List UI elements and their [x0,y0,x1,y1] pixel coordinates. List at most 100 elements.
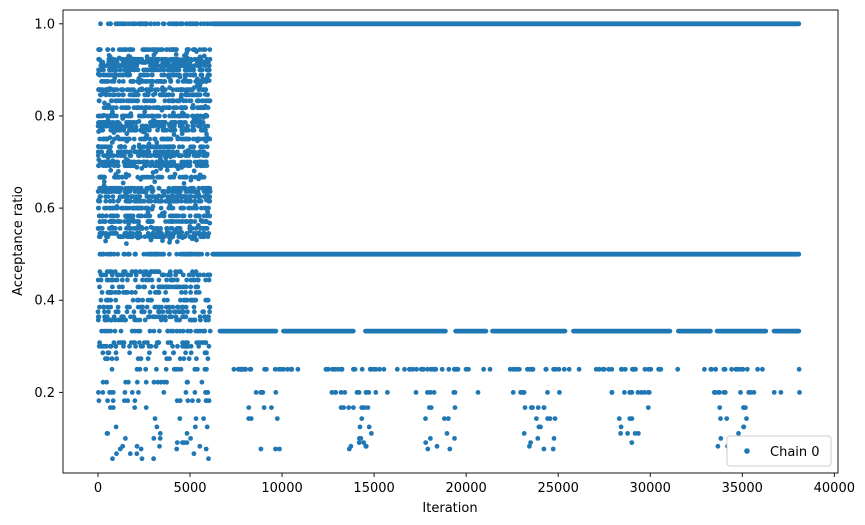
data-point [171,366,177,372]
data-point [738,390,743,395]
data-point [551,436,557,441]
data-point [139,86,145,92]
data-point [181,120,187,125]
data-point [161,136,166,142]
data-point [183,390,189,395]
data-point [566,366,572,372]
data-point [541,405,547,410]
data-point [143,405,149,410]
data-point [113,277,119,283]
data-point [137,366,143,372]
data-point [99,328,104,334]
y-tick-label: 0.8 [34,109,55,124]
data-point [141,251,147,257]
data-point [116,174,122,180]
data-point [111,198,116,204]
data-point [561,366,567,372]
data-point [155,149,161,155]
data-point [96,47,102,52]
data-point [189,127,195,133]
data-point [231,366,237,372]
data-point [108,390,114,395]
data-point [107,219,113,224]
data-point [185,328,191,334]
data-point [201,416,207,421]
data-point [113,87,119,93]
data-point [181,181,187,186]
data-point [116,272,122,278]
data-point [447,446,453,452]
data-point [126,127,132,133]
data-point [135,328,141,334]
data-point [126,188,132,194]
data-point [127,451,133,457]
data-point [153,343,159,349]
data-point [136,119,142,124]
data-point [181,194,187,200]
data-band-0-5 [210,251,802,257]
data-point [142,92,148,98]
data-point [132,340,138,345]
data-point [202,159,208,165]
data-point [134,98,140,104]
data-point [156,277,162,283]
data-point [139,123,145,129]
data-point [126,71,132,77]
data-point [193,284,199,290]
data-point [487,366,493,372]
data-point [105,290,111,295]
data-point [181,213,187,219]
legend-label-chain-0: Chain 0 [770,445,820,460]
data-point [187,228,193,234]
data-point [192,198,198,204]
data-point [117,446,123,452]
data-point [107,54,113,59]
data-point [642,366,648,372]
data-point [104,277,110,283]
data-point [115,304,121,310]
data-point [149,159,155,165]
data-point [363,390,369,395]
data-point [135,235,141,241]
data-point [109,79,115,84]
data-point [96,197,101,203]
data-point [463,366,469,372]
data-point [153,162,159,168]
data-point [99,67,104,73]
data-point [195,277,201,283]
data-point [175,113,181,119]
data-point [175,59,181,64]
data-point [109,290,115,295]
data-point [206,78,212,83]
data-point [151,65,157,70]
data-point [143,366,149,372]
data-point [147,290,153,295]
data-point [206,195,212,201]
data-point [278,366,284,372]
data-point [729,366,734,372]
data-point [99,149,105,155]
data-point [163,105,169,111]
data-point [186,153,192,159]
data-point [171,132,177,138]
data-point [144,304,150,310]
data-point [142,129,148,134]
data-point [140,277,145,283]
x-tick-label: 15000 [353,481,394,496]
data-point [203,138,209,144]
data-point [128,272,134,278]
x-axis-ticks: 0 5000 10000 15000 20000 25000 30000 35000 40000 [94,473,855,496]
data-point [109,366,115,372]
data-point [134,62,140,67]
data-point [109,213,115,219]
data-point [123,290,129,295]
data-point [131,226,137,231]
data-point [481,366,486,372]
data-point [96,163,102,169]
data-point [142,159,148,165]
data-point [151,105,157,111]
data-point [178,87,184,93]
data-point [106,350,112,356]
data-point [105,47,111,52]
data-point [152,21,158,27]
